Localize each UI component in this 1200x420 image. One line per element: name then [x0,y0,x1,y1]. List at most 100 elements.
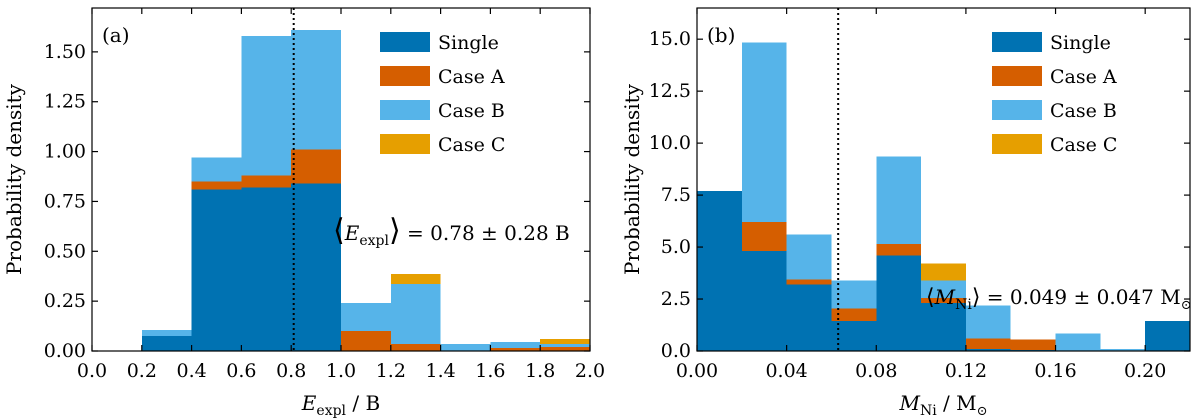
bar-case-b-bin-5 [921,280,966,298]
bar-case-b-bin-6 [440,344,491,351]
bar-single-bin-2 [786,284,832,351]
bar-single-bin-1 [741,251,787,351]
y-tick-label: 1.50 [44,41,86,63]
x-axis-title: Eexpl / B [301,391,380,419]
bar-case-b-bin-4 [876,156,922,244]
bar-case-b-bin-9 [1100,348,1146,351]
legend-swatch-case-c [992,134,1042,154]
x-tick-label: 2.0 [575,360,605,382]
y-tick-label: 0.50 [44,240,86,262]
bar-case-b-bin-6 [965,305,1011,339]
legend-label-case-b: Case B [1050,100,1117,122]
bar-single-bin-0 [141,336,192,351]
panel-label: (a) [102,23,130,47]
legend-swatch-single [992,32,1042,52]
bar-case-a-bin-3 [291,149,341,184]
bar-case-b-bin-7 [490,342,541,349]
y-tick-label: 0.25 [44,290,86,312]
x-tick-label: 0.4 [176,360,206,382]
legend-swatch-case-c [380,134,430,154]
x-tick-label: 0.04 [765,360,807,382]
y-tick-label: 2.5 [661,288,691,310]
legend-label-case-b: Case B [438,100,505,122]
bar-case-b-bin-2 [241,35,292,176]
bar-case-b-bin-8 [1055,333,1101,351]
axes-frame [696,7,1191,352]
x-tick-label: 0.20 [1124,360,1166,382]
bar-case-b-bin-5 [390,284,441,345]
panel-b: 0.00 0.04 0.08 0.12 0.16 0.20 0.0 2.5 5.0 7.5 10.0… [620,7,1192,419]
bar-single-bin-5 [921,303,966,351]
bar-single-overlay [291,193,341,351]
bar-case-a-bin-2 [241,175,292,188]
y-tick-label: 5.0 [661,236,691,258]
legend-swatch-case-b [380,100,430,120]
bar-single-bin-4 [876,255,922,351]
legend-swatch-case-b [992,100,1042,120]
bar-single-bin-10 [1145,320,1190,351]
bar-case-a-bin-2 [786,279,832,285]
x-tick-label: 1.4 [425,360,455,382]
mean-annotation: ⟨MNi⟩ = 0.049 ± 0.047 M⊙ [926,285,1192,313]
bar-single-bin-6 [965,348,1011,351]
bar-case-a-bin-5 [390,344,441,351]
bar-case-a-bin-3 [831,308,877,321]
bars-b [697,42,1190,351]
legend-swatch-case-a [380,66,430,86]
x-tick-label: 0.08 [855,360,897,382]
y-tick-label: 7.5 [661,184,691,206]
y-tick-label: 15.0 [649,28,691,50]
bar-case-b-bin-1 [741,42,787,223]
bar-case-a-bin-7 [1010,339,1056,350]
x-tick-label: 0.6 [226,360,256,382]
bar-case-a-bin-4 [341,331,391,351]
y-tick-label: 0.75 [44,190,86,212]
y-tick-label: 10.0 [649,132,691,154]
bar-single-bin-2 [241,187,292,351]
y-tick-label: 0.0 [661,340,691,362]
panel-a: 0.0 0.2 0.4 0.6 0.8 1.0 1.2 1.4 1.6 1.8 2.0 0.00 0.2… [2,7,605,419]
bar-case-a-bin-1 [191,181,242,190]
bar-case-a-bin-1 [741,222,787,252]
legend-label-single: Single [1050,32,1111,54]
x-tick-label: 0.2 [127,360,157,382]
bar-case-a-bin-7 [490,348,541,351]
y-tick-label: 12.5 [649,80,691,102]
x-tick-label: 1.8 [525,360,555,382]
bars-a [141,29,590,351]
bar-case-a-bin-4 [876,243,922,256]
legend-label-case-a: Case A [1050,66,1117,88]
legend-label-case-c: Case C [1050,134,1117,156]
legend-label-case-a: Case A [438,66,505,88]
bar-case-b-bin-3 [291,29,341,150]
y-tick-label: 1.25 [44,91,86,113]
x-tick-label: 1.2 [376,360,406,382]
bar-case-c-bin-5 [390,274,441,285]
legend-label-single: Single [438,32,499,54]
bar-single-bin-3 [831,320,877,351]
legend: Single Case A Case B Case C [380,32,505,156]
bar-case-a-bin-8 [540,347,590,351]
legend: Single Case A Case B Case C [992,32,1117,156]
bar-case-b-bin-2 [786,234,832,280]
y-tick-label: 1.00 [44,141,86,163]
x-tick-label: 1.0 [326,360,356,382]
bar-case-b-bin-8 [540,344,590,348]
y-tick-label: 0.00 [44,340,86,362]
mean-annotation: ⟨Eexpl⟩ = 0.78 ± 0.28 B [333,213,570,249]
x-axis-title: MNi / M⊙ [898,391,987,419]
x-tick-label: 1.6 [475,360,505,382]
legend-label-case-c: Case C [438,134,505,156]
bar-case-b-bin-1 [191,157,242,182]
bar-case-a-bin-5 [921,297,966,304]
y-axis-title: Probability density [620,83,644,275]
panel-label: (b) [707,23,735,47]
legend-swatch-case-a [992,66,1042,86]
bar-case-c-bin-5 [921,263,966,281]
bar-case-b-bin-0 [141,330,192,337]
x-tick-label: 0.8 [276,360,306,382]
x-tick-label: 0.16 [1034,360,1076,382]
y-axis-title: Probability density [2,83,26,275]
bar-single-bin-0 [697,190,742,351]
